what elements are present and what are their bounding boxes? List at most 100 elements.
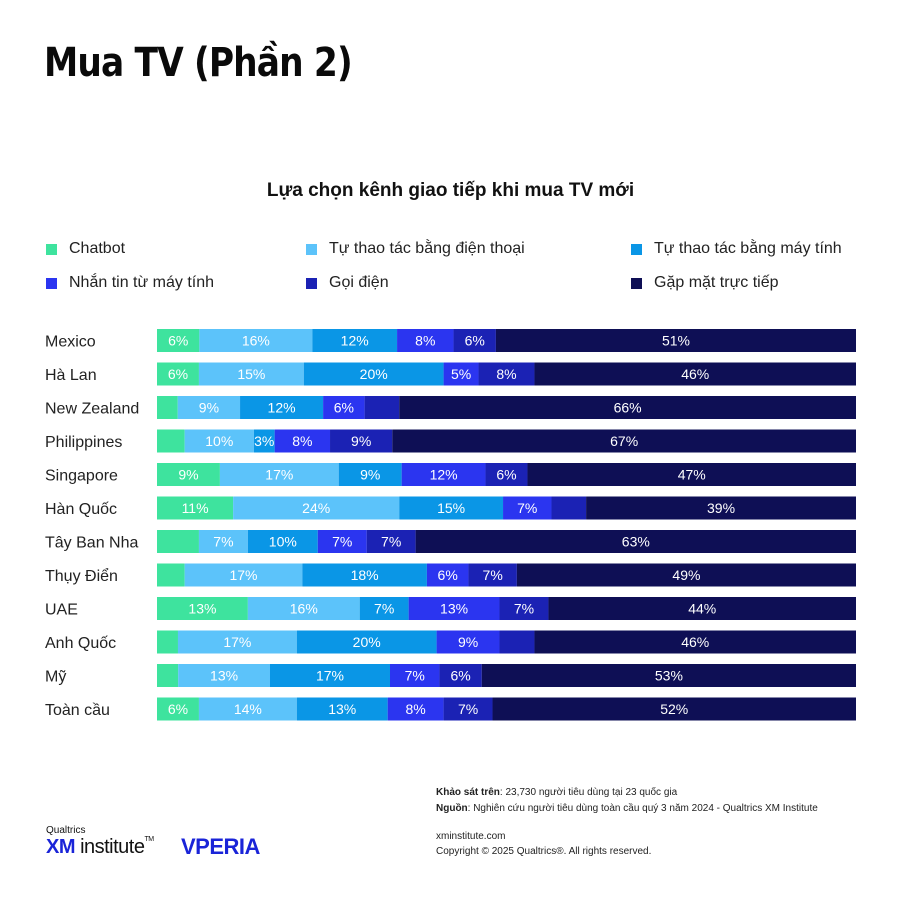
bar-philippines-tu-thao-tac-bang-may-tinh (253, 429, 275, 453)
data-label-han-quoc-tu-thao-tac-bang-may-tinh: 15% (437, 500, 465, 516)
data-label-han-quoc-nhan-tin-tu-may-tinh: 7% (517, 500, 537, 516)
bar-anh-quoc-goi-dien (499, 630, 535, 654)
data-label-uae-nhan-tin-tu-may-tinh: 13% (440, 601, 468, 617)
data-label-my-tu-thao-tac-bang-may-tinh: 17% (316, 668, 344, 684)
chart-title: Lựa chọn kênh giao tiếp khi mua TV mới (266, 180, 635, 201)
xm-institute-logo: XM instituteTM (46, 836, 154, 858)
bar-philippines-nhan-tin-tu-may-tinh (274, 429, 331, 453)
bar-tay-ban-nha-goi-dien (366, 530, 416, 553)
vperia-logo: VPERIA (181, 834, 260, 859)
legend-swatch-chatbot (46, 243, 57, 255)
data-label-anh-quoc-gap-mat-truc-tiep: 46% (681, 634, 709, 650)
website-text: xminstitute.com (436, 831, 506, 842)
bar-ha-lan-nhan-tin-tu-may-tinh (443, 362, 479, 386)
bar-my-tu-thao-tac-bang-may-tinh (269, 664, 390, 687)
bar-singapore-tu-thao-tac-bang-may-tinh (338, 463, 402, 486)
data-label-ha-lan-chatbot: 6% (168, 366, 188, 382)
legend-swatch-phone-call (306, 277, 317, 289)
data-label-mexico-goi-dien: 6% (465, 333, 485, 349)
legend-label-chatbot: Chatbot (69, 240, 126, 257)
bar-new-zealand-nhan-tin-tu-may-tinh (323, 396, 365, 419)
data-label-new-zealand-tu-thao-tac-bang-may-tinh: 12% (268, 400, 296, 416)
bar-new-zealand-tu-thao-tac-bang-may-tinh (240, 396, 324, 419)
bar-my-chatbot (157, 664, 179, 687)
category-label-singapore: Singapore (45, 468, 118, 485)
bar-my-gap-mat-truc-tiep (481, 664, 856, 687)
bar-mexico-gap-mat-truc-tiep (495, 329, 856, 352)
data-label-ha-lan-tu-thao-tac-bang-dien-thoai: 15% (237, 366, 265, 382)
bar-singapore-nhan-tin-tu-may-tinh (401, 463, 486, 486)
bar-mexico-nhan-tin-tu-may-tinh (397, 329, 454, 352)
bar-philippines-gap-mat-truc-tiep (392, 429, 856, 453)
bar-thuy-dien-tu-thao-tac-bang-may-tinh (302, 563, 427, 587)
data-label-tay-ban-nha-tu-thao-tac-bang-dien-thoai: 7% (213, 534, 233, 550)
legend-item-phone-self-service: Tự thao tác bằng điện thoại (306, 240, 525, 258)
data-label-mexico-chatbot: 6% (168, 333, 188, 349)
data-label-thuy-dien-tu-thao-tac-bang-may-tinh: 18% (351, 567, 379, 583)
source-note: Nguồn: Nghiên cứu người tiêu dùng toàn c… (436, 803, 818, 814)
data-label-philippines-gap-mat-truc-tiep: 67% (610, 433, 638, 449)
bar-thuy-dien-nhan-tin-tu-may-tinh (426, 563, 469, 587)
bar-uae-goi-dien (499, 597, 549, 620)
bar-han-quoc-chatbot (157, 496, 234, 520)
data-label-uae-gap-mat-truc-tiep: 44% (688, 601, 716, 617)
bar-singapore-goi-dien (485, 463, 528, 486)
bar-uae-nhan-tin-tu-may-tinh (408, 597, 500, 620)
bar-uae-chatbot (157, 597, 248, 620)
bar-thuy-dien-goi-dien (468, 563, 517, 587)
bar-tay-ban-nha-nhan-tin-tu-may-tinh (317, 530, 367, 553)
bar-uae-tu-thao-tac-bang-dien-thoai (247, 597, 360, 620)
bar-singapore-gap-mat-truc-tiep (527, 463, 856, 486)
legend-swatch-computer-self-service (631, 243, 642, 255)
bar-singapore-tu-thao-tac-bang-dien-thoai (219, 463, 339, 486)
footer-notes: Khảo sát trên: 23,730 người tiêu dùng tạ… (436, 785, 818, 817)
data-label-anh-quoc-nhan-tin-tu-may-tinh: 9% (458, 634, 478, 650)
legend-item-phone-call: Gọi điện (306, 274, 389, 292)
category-label-new-zealand: New Zealand (45, 401, 139, 418)
category-label-my: Mỹ (45, 669, 66, 686)
qualtrics-label: Qualtrics (46, 825, 86, 836)
footer-site: xminstitute.com Copyright © 2025 Qualtri… (436, 829, 651, 859)
stacked-bar-chart: Mexico 6% 16% 12% 8% 6% 51% Hà Lan 6% 15% 20% 5% 8% 4… (45, 329, 856, 721)
bar-toan-cau-goi-dien (443, 697, 493, 721)
data-label-tay-ban-nha-gap-mat-truc-tiep: 63% (622, 534, 650, 550)
bar-toan-cau-tu-thao-tac-bang-may-tinh (296, 697, 388, 721)
data-label-toan-cau-chatbot: 6% (168, 701, 188, 717)
data-label-uae-chatbot: 13% (188, 601, 216, 617)
category-label-philippines: Philippines (45, 434, 122, 451)
data-label-singapore-tu-thao-tac-bang-dien-thoai: 17% (265, 467, 293, 483)
bar-mexico-goi-dien (453, 329, 496, 352)
data-label-philippines-goi-dien: 9% (351, 433, 371, 449)
bar-philippines-goi-dien (330, 429, 393, 453)
data-label-thuy-dien-goi-dien: 7% (483, 567, 503, 583)
legend-label-computer-self-service: Tự thao tác bằng máy tính (654, 240, 842, 257)
data-label-uae-tu-thao-tac-bang-dien-thoai: 16% (290, 601, 318, 617)
bar-ha-lan-tu-thao-tac-bang-dien-thoai (198, 362, 304, 386)
data-label-han-quoc-tu-thao-tac-bang-dien-thoai: 24% (302, 500, 330, 516)
bar-new-zealand-tu-thao-tac-bang-dien-thoai (177, 396, 241, 419)
data-label-toan-cau-goi-dien: 7% (458, 701, 478, 717)
page-title: Mua TV (Phần 2) (44, 40, 353, 86)
data-label-han-quoc-chatbot: 11% (182, 500, 209, 516)
data-label-mexico-tu-thao-tac-bang-may-tinh: 12% (341, 333, 369, 349)
data-label-uae-tu-thao-tac-bang-may-tinh: 7% (374, 601, 394, 617)
bar-ha-lan-gap-mat-truc-tiep (534, 362, 856, 386)
bar-ha-lan-chatbot (157, 362, 199, 386)
bar-han-quoc-gap-mat-truc-tiep (586, 496, 856, 520)
bar-anh-quoc-nhan-tin-tu-may-tinh (436, 630, 500, 654)
data-label-toan-cau-tu-thao-tac-bang-may-tinh: 13% (328, 701, 356, 717)
legend-item-in-person: Gặp mặt trực tiếp (631, 274, 779, 292)
bar-mexico-tu-thao-tac-bang-dien-thoai (199, 329, 313, 352)
data-label-thuy-dien-gap-mat-truc-tiep: 49% (672, 567, 700, 583)
bar-toan-cau-nhan-tin-tu-may-tinh (387, 697, 444, 721)
data-label-mexico-gap-mat-truc-tiep: 51% (662, 333, 690, 349)
data-label-singapore-goi-dien: 6% (496, 467, 516, 483)
category-label-anh-quoc: Anh Quốc (45, 635, 116, 652)
bar-mexico-tu-thao-tac-bang-may-tinh (312, 329, 398, 352)
bar-thuy-dien-chatbot (157, 563, 185, 587)
bar-han-quoc-goi-dien (551, 496, 587, 520)
legend-swatch-phone-self-service (306, 243, 317, 255)
bar-my-goi-dien (439, 664, 482, 687)
data-label-my-gap-mat-truc-tiep: 53% (655, 668, 683, 684)
category-label-ha-lan: Hà Lan (45, 367, 97, 384)
